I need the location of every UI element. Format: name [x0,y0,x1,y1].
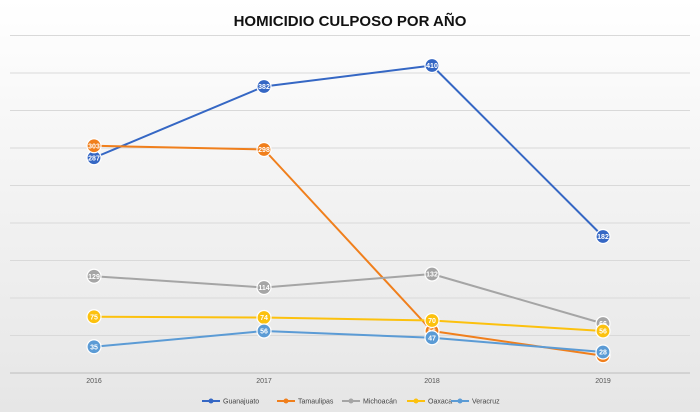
x-axis-ticks: 2016 2017 2018 2019 [86,378,611,385]
chart-title: HOMICIDIO CULPOSO POR AÑO [234,12,467,30]
series-line-oaxaca [93,315,604,332]
data-label: 303 [88,143,100,150]
legend-label: Tamaulipas [298,399,334,406]
data-label: 56 [260,329,268,336]
data-label: 298 [258,147,270,154]
legend-swatch-marker [283,398,289,404]
data-label: 56 [599,329,607,336]
data-point [86,268,102,284]
series-lines [93,64,604,357]
legend-label: Veracruz [472,399,500,406]
data-point [86,138,102,154]
data-label: 132 [426,272,438,279]
data-point [256,323,272,339]
legend-label: Guanajuato [223,399,259,406]
data-point [424,312,440,329]
legend: Guanajuato Tamaulipas Michoacán Oaxaca Verac… [202,398,500,406]
data-point [424,330,440,346]
data-label: 287 [88,155,100,162]
legend-item: Michoacán [342,398,397,406]
data-label: 70 [428,318,436,325]
data-point [424,266,440,282]
data-point [86,309,102,325]
legend-swatch-marker [348,398,354,404]
data-point [256,78,272,95]
data-point [424,57,440,74]
legend-label: Michoacán [363,399,397,406]
data-point [256,279,272,296]
data-label: 410 [426,63,438,70]
legend-item: Guanajuato [202,398,259,406]
legend-swatch-marker [208,398,214,404]
data-label: 74 [260,315,268,322]
data-label: 28 [599,350,607,357]
series-line-michoacan [93,273,604,325]
legend-item: Veracruz [451,398,500,406]
legend-swatch-marker [457,398,463,404]
data-point [595,228,611,245]
data-label: 382 [258,84,270,91]
series-line-veracruz [93,330,604,353]
gridlines [10,35,690,374]
data-label: 182 [597,234,609,241]
data-label: 35 [90,344,98,351]
x-tick-label: 2019 [595,378,611,385]
series-line-guanajuato [93,64,604,238]
data-label: 75 [90,314,98,321]
series-line-tamaulipas [93,144,604,357]
x-tick-label: 2017 [256,378,272,385]
data-label: 114 [258,285,269,292]
legend-label: Oaxaca [428,399,452,406]
series-points: 2873824101823032985623129114132667574705… [86,57,611,364]
legend-swatch-marker [413,398,419,404]
data-point [86,339,102,355]
legend-item: Tamaulipas [277,398,334,406]
data-label: 129 [88,274,100,281]
data-label: 47 [428,335,436,342]
data-point [595,344,611,360]
data-point [256,141,272,158]
legend-item: Oaxaca [407,398,452,406]
data-point [595,323,611,339]
x-tick-label: 2018 [424,378,440,385]
x-tick-label: 2016 [86,378,102,385]
